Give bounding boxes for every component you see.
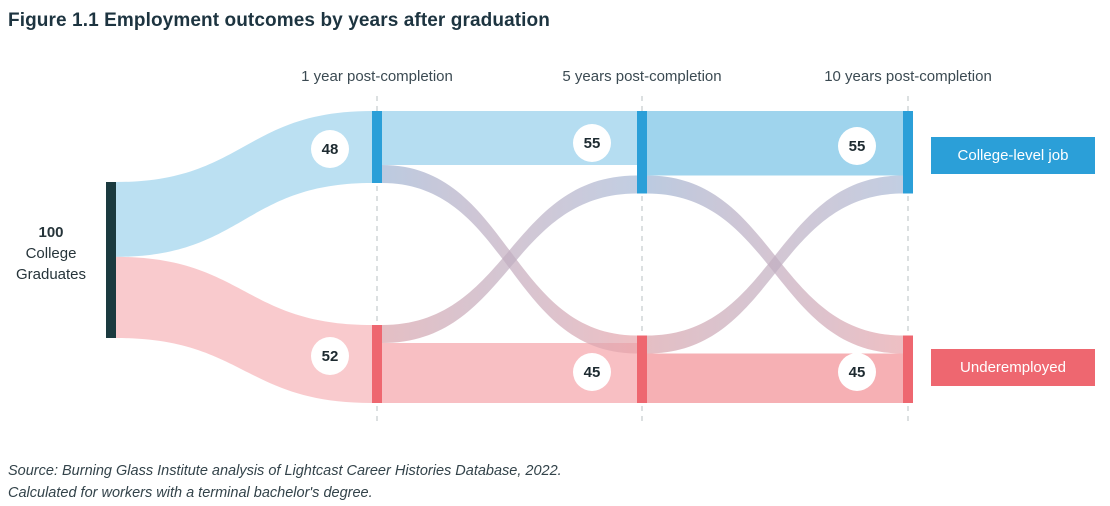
start-node-line2: Graduates [15, 266, 87, 283]
flow-start-to-underemployed [116, 256, 372, 403]
start-node-label: 100 College Graduates [8, 222, 94, 285]
college-level-bar-2 [637, 111, 647, 194]
source-line-1: Source: Burning Glass Institute analysis… [8, 463, 562, 479]
college-level-value-3-circle [838, 127, 876, 165]
underemployed-value-2-circle [573, 353, 611, 391]
legend-college-level-job: College-level job [931, 137, 1095, 174]
college-level-value-2-label: 55 [584, 135, 601, 152]
underemployed-value-1-label: 52 [322, 348, 339, 365]
college-level-bar-1 [372, 111, 382, 183]
source-line-2: Calculated for workers with a terminal b… [8, 485, 373, 501]
flow-under-to-under-2 [647, 353, 903, 403]
start-node-bar [106, 182, 116, 338]
source-note: Source: Burning Glass Institute analysis… [8, 460, 562, 504]
chart-title: Figure 1.1 Employment outcomes by years … [8, 10, 550, 31]
flow-college-to-college-1 [382, 111, 637, 165]
flow-college-to-college-2 [647, 111, 903, 176]
flow-start-to-college-level [116, 111, 372, 257]
college-level-value-1-circle [311, 130, 349, 168]
legend-underemployed: Underemployed [931, 349, 1095, 386]
flow-under-to-under-1 [382, 343, 637, 403]
period-label-1: 1 year post-completion [301, 68, 453, 85]
underemployed-bar-1 [372, 325, 382, 403]
college-level-value-2-circle [573, 124, 611, 162]
underemployed-value-1-circle [311, 337, 349, 375]
period-label-10: 10 years post-completion [824, 68, 992, 85]
underemployed-bar-2 [637, 335, 647, 403]
period-label-5: 5 years post-completion [562, 68, 722, 85]
start-node-value: 100 [38, 224, 64, 241]
underemployed-bar-3 [903, 335, 913, 403]
underemployed-value-3-circle [838, 353, 876, 391]
college-level-value-3-label: 55 [849, 138, 866, 155]
start-node-line1: College [25, 245, 77, 262]
college-level-bar-3 [903, 111, 913, 194]
flow-under-to-college-2 [647, 175, 903, 354]
underemployed-value-2-label: 45 [584, 364, 601, 381]
underemployed-value-3-label: 45 [849, 364, 866, 381]
college-level-value-1-label: 48 [322, 141, 339, 158]
flow-under-to-college-1 [382, 175, 637, 343]
